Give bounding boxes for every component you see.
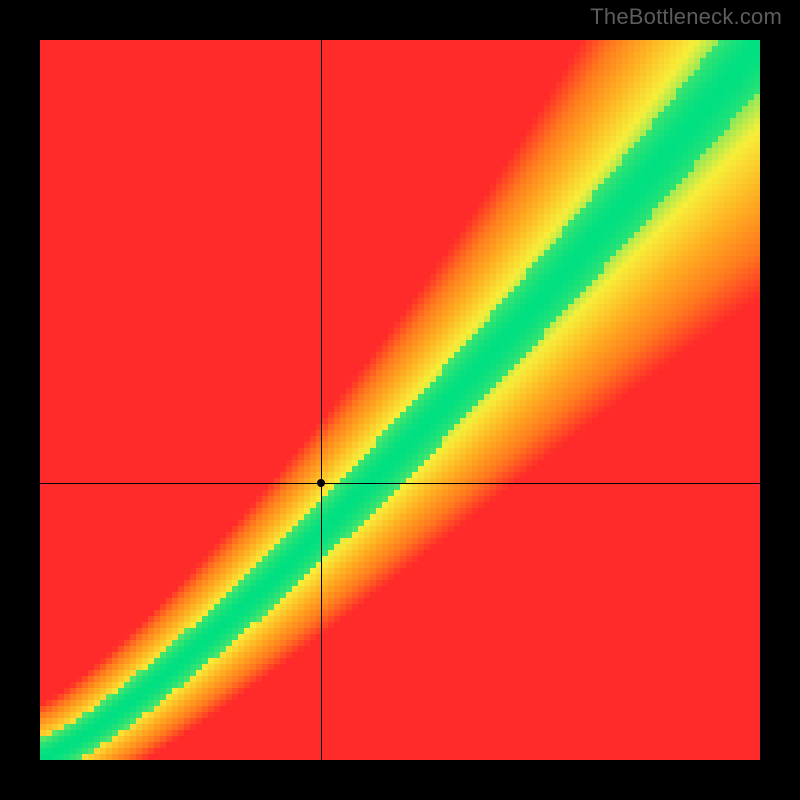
bottleneck-marker [317, 479, 325, 487]
crosshair-horizontal [40, 483, 760, 484]
crosshair-vertical [321, 40, 322, 760]
watermark-text: TheBottleneck.com [590, 4, 782, 30]
chart-container: TheBottleneck.com [0, 0, 800, 800]
plot-area [40, 40, 760, 760]
heatmap-canvas [40, 40, 760, 760]
